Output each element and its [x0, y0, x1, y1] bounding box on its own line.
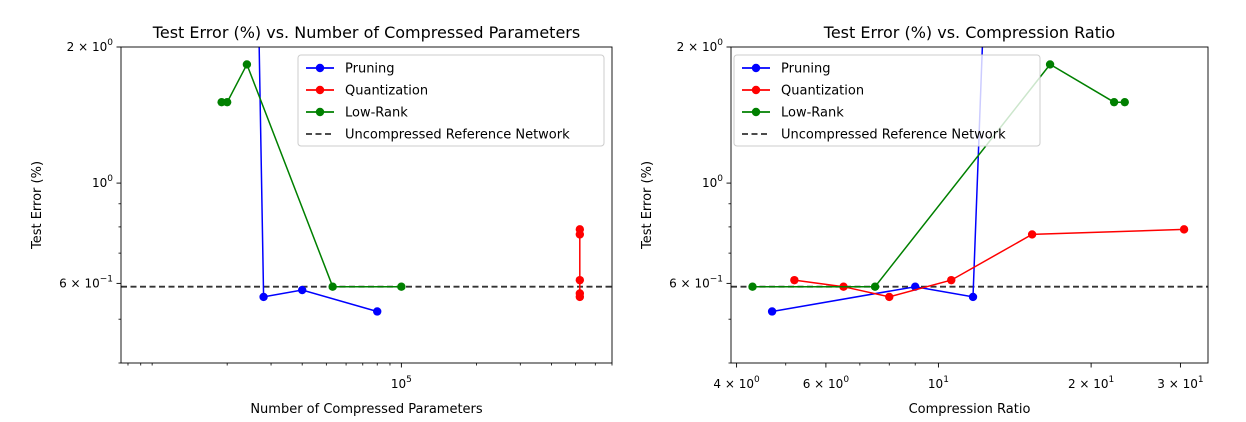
legend-label: Low-Rank	[781, 106, 844, 121]
data-point-pruning	[259, 292, 268, 302]
plot-area	[731, 0, 1208, 316]
y-tick-label: 6 × 10−1	[59, 274, 113, 290]
axes-frame	[120, 46, 613, 364]
data-point-quantization	[790, 275, 799, 285]
y-tick-label: 2 × 100	[677, 38, 724, 54]
legend-marker	[751, 85, 761, 95]
data-point-low-rank	[1045, 60, 1055, 69]
series-line-pruning	[771, 47, 984, 313]
legend: Pruning Quantization Low-Rank Uncompressed …	[297, 54, 605, 147]
minor-ticks	[728, 203, 916, 366]
series-pruning	[254, 0, 382, 316]
series-pruning	[767, 0, 988, 316]
data-point-pruning	[767, 307, 777, 316]
data-point-pruning	[297, 285, 307, 295]
legend-box	[297, 54, 605, 147]
x-tick-label: 105	[391, 375, 412, 391]
data-point-low-rank	[222, 97, 232, 107]
data-point-quantization	[575, 275, 585, 285]
data-point-quantization	[947, 275, 956, 285]
x-axis-label: Number of Compressed Parameters	[250, 402, 483, 417]
legend-entry-uncompressed-reference-network: Uncompressed Reference Network	[742, 128, 1006, 143]
legend-label: Quantization	[345, 84, 428, 99]
axes-frame	[730, 46, 1209, 364]
y-tick-label: 100	[92, 174, 113, 190]
legend-marker	[751, 107, 761, 117]
data-point-low-rank	[1109, 97, 1119, 107]
legend-entry-pruning: Pruning	[306, 62, 395, 77]
legend-label: Pruning	[345, 62, 395, 77]
x-tick-label: 6 × 100	[803, 375, 850, 391]
data-point-low-rank	[242, 60, 252, 69]
chart-title: Test Error (%) vs. Compression Ratio	[823, 23, 1115, 42]
x-tick-label: 2 × 101	[1068, 375, 1114, 391]
x-tick-label: 101	[928, 375, 949, 391]
x-axis-label: Compression Ratio	[909, 402, 1031, 417]
legend-marker	[751, 63, 761, 73]
data-point-quantization	[885, 292, 894, 302]
data-point-low-rank	[748, 282, 757, 291]
legend-marker	[315, 85, 325, 95]
legend-label: Uncompressed Reference Network	[345, 128, 570, 143]
data-point-pruning	[254, 0, 262, 7]
legend-box	[733, 54, 1041, 147]
legend-entry-pruning: Pruning	[742, 62, 831, 77]
x-tick-label: 3 × 101	[1157, 375, 1203, 391]
legend-entry-low-rank: Low-Rank	[306, 106, 408, 121]
x-tick-label: 4 × 100	[713, 375, 760, 391]
series-quantization	[790, 225, 1189, 302]
legend-entry-low-rank: Low-Rank	[742, 106, 844, 121]
legend: Pruning Quantization Low-Rank Uncompressed …	[733, 54, 1041, 147]
series-quantization	[575, 225, 585, 302]
legend-entry-uncompressed-reference-network: Uncompressed Reference Network	[306, 128, 570, 143]
data-point-low-rank	[328, 282, 337, 291]
data-point-quantization	[575, 289, 585, 298]
y-tick-label: 100	[702, 174, 723, 190]
legend-marker	[315, 63, 325, 73]
data-point-low-rank	[1120, 97, 1129, 107]
legend-label: Quantization	[781, 84, 864, 99]
y-axis-label: Test Error (%)	[640, 161, 655, 250]
data-point-pruning	[980, 0, 988, 7]
y-tick-label: 2 × 100	[67, 38, 114, 54]
series-line-pruning	[258, 47, 378, 313]
data-point-quantization	[1179, 225, 1189, 234]
legend-entry-quantization: Quantization	[742, 84, 864, 99]
chart-2: Test Error (%) vs. Compression Ratio Comp…	[640, 0, 1209, 417]
series-low-rank	[217, 60, 406, 291]
plot-area	[121, 0, 612, 316]
data-point-pruning	[373, 307, 382, 316]
data-point-quantization	[1027, 230, 1037, 239]
data-point-quantization	[575, 225, 585, 234]
legend-label: Pruning	[781, 62, 831, 77]
y-axis-label: Test Error (%)	[30, 161, 45, 250]
chart-title: Test Error (%) vs. Number of Compressed …	[152, 23, 580, 42]
legend-label: Uncompressed Reference Network	[781, 128, 1006, 143]
legend-marker	[315, 107, 325, 117]
legend-entry-quantization: Quantization	[306, 84, 428, 99]
y-tick-label: 6 × 10−1	[669, 274, 723, 290]
data-point-pruning	[968, 292, 978, 302]
data-point-low-rank	[397, 282, 406, 291]
chart-1: Test Error (%) vs. Number of Compressed …	[30, 0, 613, 417]
series-line-quantization	[794, 228, 1185, 298]
minor-ticks	[118, 203, 613, 366]
legend-label: Low-Rank	[345, 106, 408, 121]
series-low-rank	[748, 60, 1129, 291]
data-point-low-rank	[870, 282, 880, 291]
